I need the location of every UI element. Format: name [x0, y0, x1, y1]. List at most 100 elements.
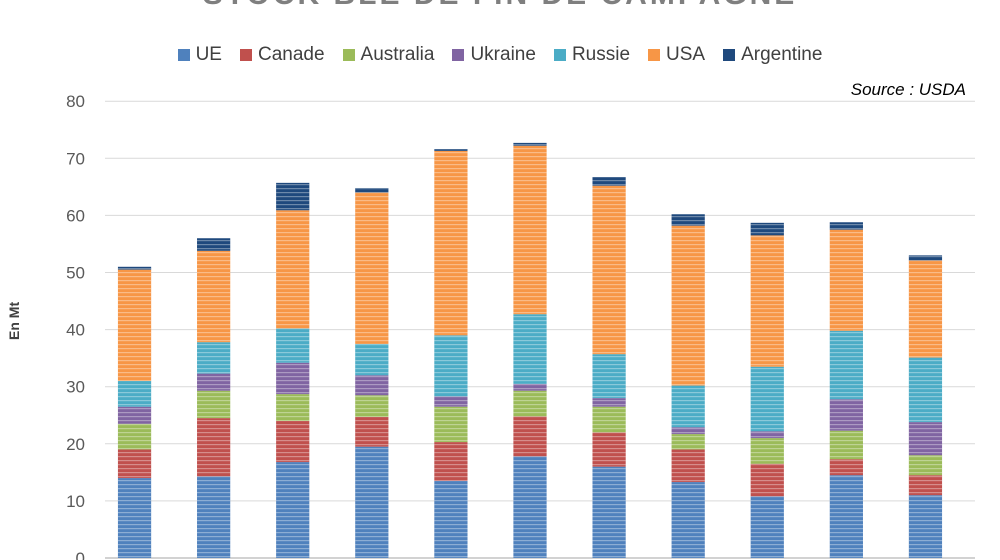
y-tick-label: 50 [66, 264, 85, 283]
bar-segment-texture [908, 495, 943, 558]
bar-segment-texture [117, 478, 152, 558]
bar-segment-texture [908, 422, 943, 456]
bar-segment-texture [829, 222, 863, 230]
bar-segment-texture [671, 214, 705, 226]
legend-item: UE [177, 44, 222, 66]
bar-segment-texture [117, 266, 152, 270]
legend-item: Argentine [723, 44, 822, 66]
y-tick-label: 40 [66, 321, 85, 340]
bar-segment-texture [908, 255, 943, 261]
legend-label: Canade [257, 44, 325, 65]
legend-item: Australia [342, 44, 435, 66]
legend-swatch [239, 49, 252, 61]
bar-segment-texture [355, 187, 389, 193]
bar-segment-texture [513, 383, 547, 391]
bar-segment-texture [276, 210, 310, 329]
bar-segment-texture [513, 314, 547, 384]
legend: UE Canade Australia Ukraine Russie USA Argenti… [0, 44, 1000, 66]
chart-title: STOCK BLÉ DE FIN DE CAMPAGNE [0, 0, 1000, 12]
y-tick-label: 20 [66, 435, 85, 454]
y-tick-label: 70 [66, 149, 85, 168]
bar-segment-texture [355, 416, 389, 447]
y-tick-label: 0 [76, 549, 85, 560]
bar-segment-texture [908, 475, 943, 496]
bar-segment-texture [908, 260, 943, 358]
bar-segment-texture [117, 380, 152, 407]
bar-segment-texture [750, 496, 784, 558]
bar-segment-texture [671, 427, 705, 435]
bar-segment-texture [434, 480, 468, 558]
bar-segment-texture [592, 185, 626, 355]
bar-segment-texture [829, 430, 863, 460]
y-tick-label: 10 [66, 492, 85, 511]
bar-segment-texture [355, 343, 389, 376]
bar-segment-texture [750, 431, 784, 439]
bar-segment-texture [197, 418, 231, 477]
legend-label: Ukraine [470, 44, 536, 65]
legend-label: USA [666, 44, 706, 65]
bar-segment-texture [117, 269, 152, 381]
legend-swatch [723, 49, 736, 61]
bar-segment-texture [513, 142, 547, 146]
bar-segment-texture [592, 354, 626, 399]
y-tick-label: 30 [66, 378, 85, 397]
bar-segment-texture [513, 145, 547, 315]
bar-segment-texture [434, 442, 468, 481]
bar-segment-texture [671, 449, 705, 483]
legend-label: Russie [571, 44, 631, 65]
bar-segment-texture [276, 362, 310, 395]
bar-segment-texture [750, 463, 784, 497]
bar-segment-texture [750, 366, 784, 432]
legend-swatch [648, 49, 661, 61]
source-note: Source : USDA [850, 80, 966, 99]
bar-segment-texture [117, 406, 152, 424]
legend-item: USA [648, 44, 705, 66]
bar-segment-texture [276, 182, 310, 211]
bar-segment-texture [355, 192, 389, 344]
legend-swatch [553, 49, 566, 61]
legend-label: Australia [360, 44, 435, 65]
legend-item: Russie [553, 44, 631, 66]
bar-segment-texture [513, 416, 547, 457]
bar-segment-texture [829, 229, 863, 331]
bar-segment-texture [355, 375, 389, 396]
legend-swatch [452, 49, 465, 61]
bar-segment-texture [513, 456, 547, 558]
bar-segment-texture [355, 395, 389, 417]
bar-segment-texture [829, 330, 863, 400]
bar-segment-texture [592, 398, 626, 407]
legend-swatch [177, 49, 190, 61]
bar-segment-texture [750, 222, 784, 236]
bar-segment-texture [592, 406, 626, 433]
bar-segment-texture [908, 357, 943, 423]
bar-segment-texture [197, 476, 231, 558]
bar-segment-texture [671, 482, 705, 558]
bar-segment-texture [671, 385, 705, 428]
bar-segment-texture [117, 423, 152, 450]
legend-label: Argentine [741, 44, 823, 65]
bar-segment-texture [434, 149, 468, 151]
bar-segment-texture [592, 177, 626, 186]
bar-segment-texture [750, 235, 784, 367]
legend-item: Ukraine [452, 44, 536, 66]
legend-swatch [342, 49, 355, 61]
bar-segment-texture [276, 328, 310, 363]
bar-segment-texture [197, 373, 231, 391]
bar-segment-texture [434, 396, 468, 407]
bar-segment-texture [829, 399, 863, 431]
bar-segment-texture [197, 238, 231, 251]
bar-segment-texture [197, 390, 231, 419]
bar-segment-texture [592, 466, 626, 558]
bar-segment-texture [908, 455, 943, 476]
legend-item: Canade [239, 44, 325, 66]
legend-label: UE [195, 44, 222, 65]
y-tick-label: 60 [66, 206, 85, 225]
bar-segment-texture [513, 390, 547, 417]
bar-segment-texture [671, 434, 705, 450]
bar-segment-texture [829, 459, 863, 476]
bar-segment-texture [355, 446, 389, 558]
bar-segment-texture [434, 150, 468, 336]
bar-segment-texture [276, 394, 310, 421]
